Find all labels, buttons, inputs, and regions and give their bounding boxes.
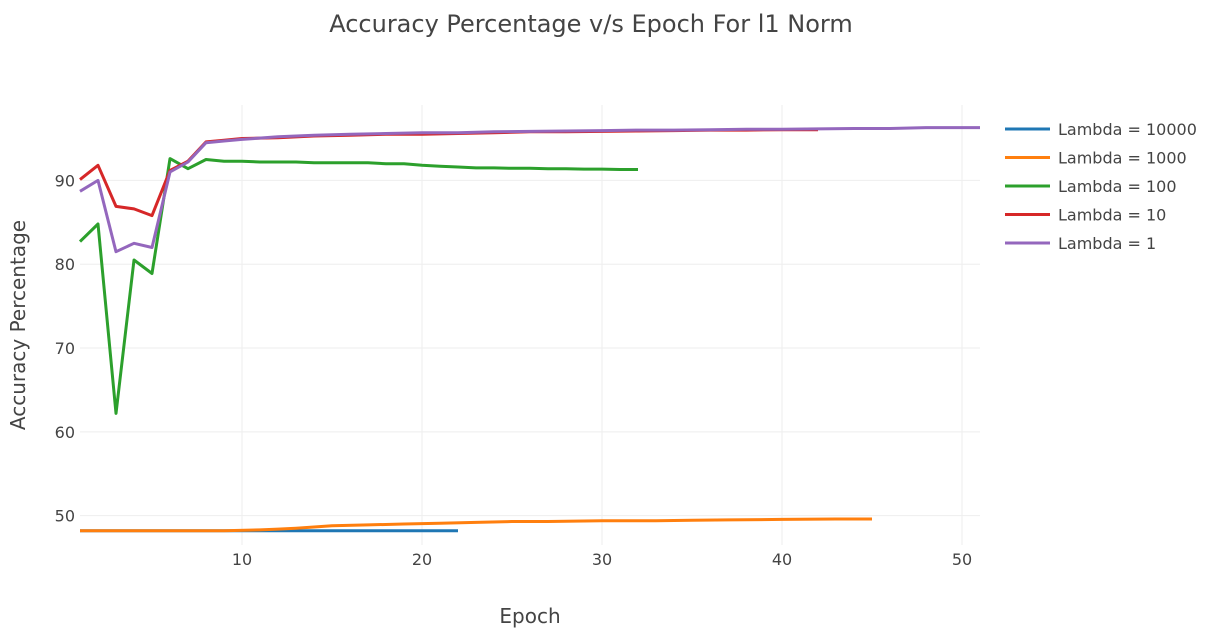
legend-item[interactable]: Lambda = 1 (1005, 234, 1156, 253)
y-tick-label: 90 (55, 171, 75, 190)
legend-item[interactable]: Lambda = 100 (1005, 177, 1177, 196)
y-tick-label: 80 (55, 255, 75, 274)
legend-label: Lambda = 10 (1058, 206, 1166, 225)
y-tick-label: 70 (55, 339, 75, 358)
x-axis: 10 20 30 40 50 (232, 550, 972, 569)
x-tick-label: 50 (952, 550, 972, 569)
grid (80, 105, 980, 545)
x-tick-label: 30 (592, 550, 612, 569)
x-tick-label: 10 (232, 550, 252, 569)
legend-item[interactable]: Lambda = 1000 (1005, 149, 1187, 168)
series-line-1 (80, 517, 872, 533)
legend[interactable]: Lambda = 10000 Lambda = 1000 Lambda = 100 L… (1005, 120, 1197, 253)
legend-label: Lambda = 1 (1058, 234, 1156, 253)
series-line-2 (78, 157, 638, 415)
legend-label: Lambda = 1000 (1058, 149, 1187, 168)
y-axis-title: Accuracy Percentage (6, 220, 30, 430)
legend-item[interactable]: Lambda = 10000 (1005, 120, 1197, 139)
x-tick-label: 40 (772, 550, 792, 569)
y-tick-label: 60 (55, 423, 75, 442)
legend-item[interactable]: Lambda = 10 (1005, 206, 1166, 225)
legend-label: Lambda = 100 (1058, 177, 1177, 196)
series-line-4 (79, 126, 980, 254)
y-axis: 50 60 70 80 90 (55, 171, 75, 525)
series-lines (78, 126, 980, 533)
x-tick-label: 20 (412, 550, 432, 569)
chart-title: Accuracy Percentage v/s Epoch For l1 Nor… (329, 10, 853, 38)
series-line-3 (79, 128, 818, 218)
y-tick-label: 50 (55, 507, 75, 526)
legend-label: Lambda = 10000 (1058, 120, 1197, 139)
x-axis-title: Epoch (499, 604, 560, 628)
